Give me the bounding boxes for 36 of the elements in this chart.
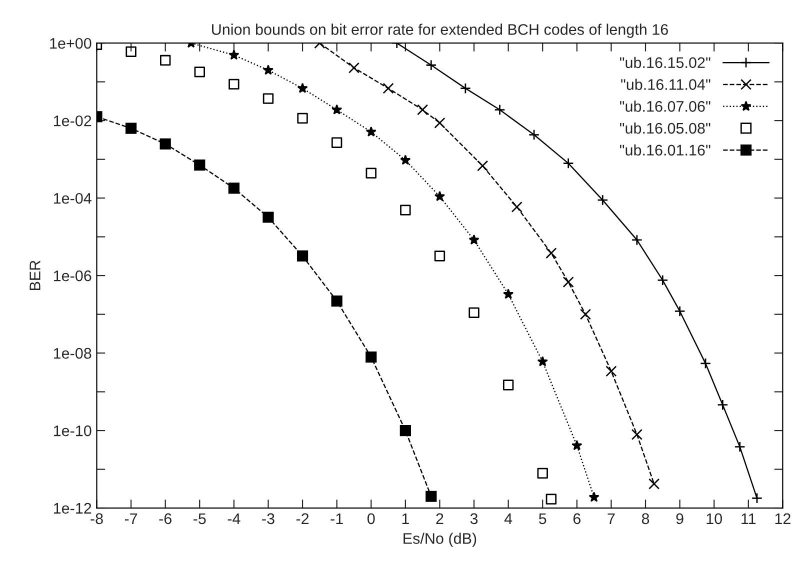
chart-title: Union bounds on bit error rate for extended BCH codes of length 16 [212, 24, 668, 38]
x-tick-label: -7 [124, 513, 138, 524]
x-tick-label: 7 [608, 513, 615, 524]
x-tick-label: 1 [402, 513, 409, 524]
x-tick-label: -2 [296, 513, 309, 524]
x-tick-label: -6 [159, 513, 172, 524]
y-tick-label: 1e-04 [54, 192, 92, 204]
x-tick-label: -8 [90, 513, 103, 524]
x-tick-label: -3 [262, 513, 274, 524]
x-tick-label: 2 [436, 513, 444, 524]
x-tick-label: -5 [194, 513, 206, 524]
x-tick-label: 0 [367, 513, 375, 524]
y-tick-label: 1e-12 [54, 502, 92, 514]
x-tick-label: 9 [676, 513, 684, 524]
x-tick-label: 8 [642, 513, 650, 524]
x-tick-label: 12 [775, 513, 790, 524]
x-tick-label: 6 [573, 513, 580, 524]
legend-label: "ub.16.15.02" [620, 56, 710, 68]
x-tick-label: 10 [706, 513, 722, 524]
legend-label: "ub.16.01.16" [620, 144, 710, 156]
x-axis-title: Es/No (dB) [404, 532, 476, 547]
x-tick-label: 4 [504, 513, 512, 524]
x-tick-label: -1 [330, 513, 343, 524]
legend-label: "ub.16.07.06" [620, 100, 710, 112]
y-tick-label: 1e-10 [54, 425, 92, 436]
y-tick-label: 1e-08 [54, 348, 92, 359]
y-tick-label: 1e-02 [54, 115, 92, 126]
x-tick-label: 11 [742, 513, 756, 524]
y-tick-label: 1e-06 [54, 270, 92, 282]
x-tick-label: 5 [538, 513, 546, 524]
legend-label: "ub.16.05.08" [620, 122, 710, 134]
y-axis-title: BER [30, 260, 40, 290]
legend-label: "ub.16.11.04" [621, 78, 710, 90]
y-tick-label: 1e+00 [50, 38, 92, 49]
x-tick-label: 3 [470, 513, 478, 524]
x-tick-label: -4 [228, 513, 240, 524]
